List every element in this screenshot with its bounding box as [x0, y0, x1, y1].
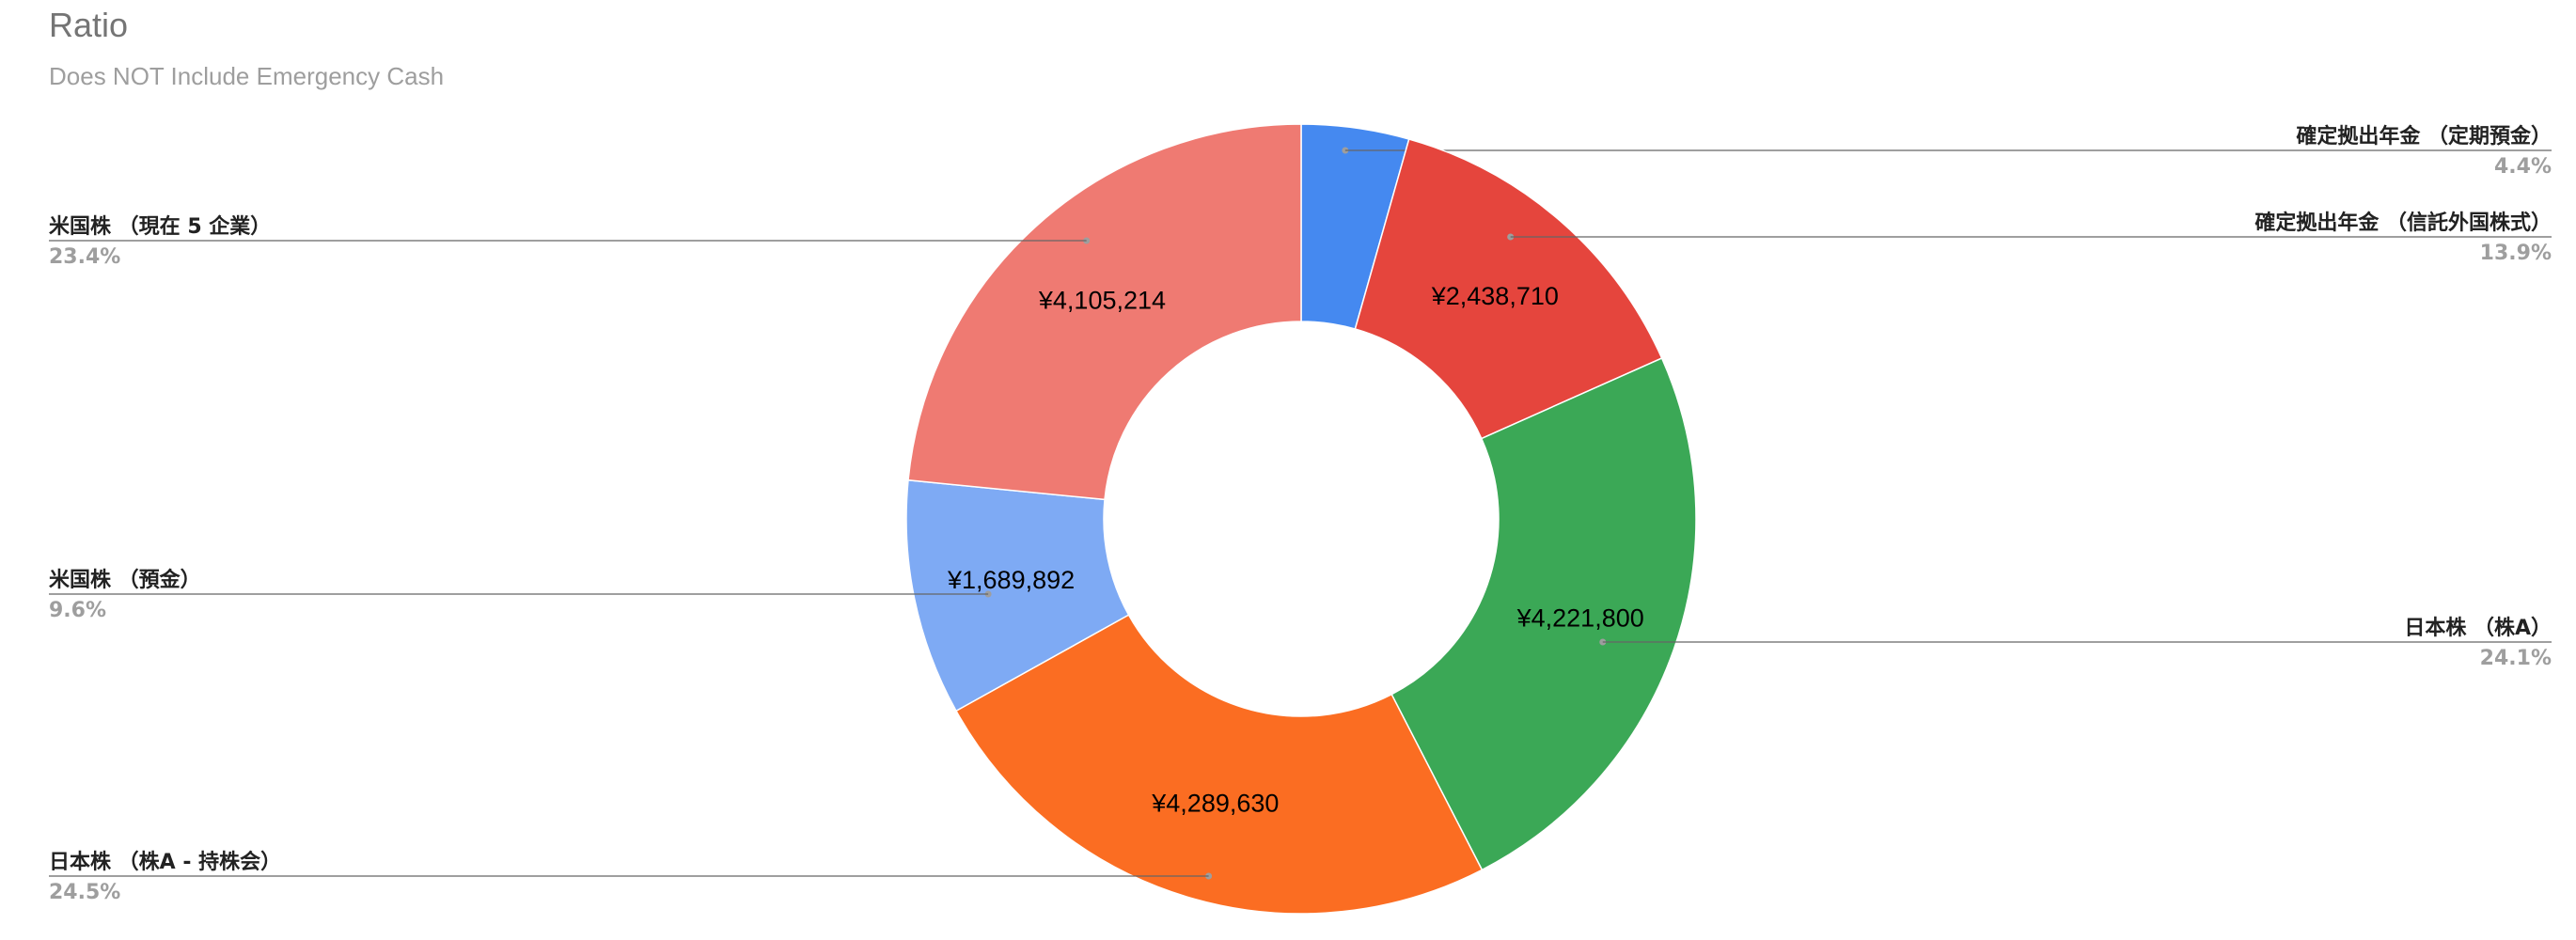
slice-2 [1390, 357, 1697, 871]
slice-5 [907, 123, 1302, 501]
slice-name-label-0: 確定拠出年金 （定期預金） [2296, 124, 2552, 149]
slice-percent-label-4: 9.6% [49, 599, 106, 622]
slice-value-label-2: ¥4,221,800 [1516, 603, 1644, 632]
slice-name-label-2: 日本株 （株A） [2404, 617, 2552, 640]
slice-percent-label-3: 24.5% [49, 881, 120, 904]
slice-percent-label-1: 13.9% [2480, 242, 2552, 265]
slice-percent-label-5: 23.4% [49, 245, 120, 269]
slice-3 [954, 614, 1484, 915]
slice-percent-label-0: 4.4% [2494, 155, 2552, 179]
slice-value-label-1: ¥2,438,710 [1431, 282, 1559, 310]
slice-name-label-4: 米国株 （預金） [49, 568, 201, 592]
chart-subtitle: Does NOT Include Emergency Cash [49, 62, 445, 90]
slice-1 [1354, 138, 1663, 440]
slice-name-label-3: 日本株 （株A - 持株会） [49, 850, 281, 874]
slice-name-label-5: 米国株 （現在 5 企業） [49, 214, 271, 239]
slice-value-label-3: ¥4,289,630 [1151, 790, 1279, 818]
slice-value-label-5: ¥4,105,214 [1038, 287, 1166, 315]
slice-percent-label-2: 24.1% [2480, 647, 2552, 670]
slice-name-label-1: 確定拠出年金 （信託外国株式） [2254, 211, 2552, 235]
slice-value-label-4: ¥1,689,892 [947, 566, 1075, 594]
chart-title: Ratio [49, 6, 129, 44]
